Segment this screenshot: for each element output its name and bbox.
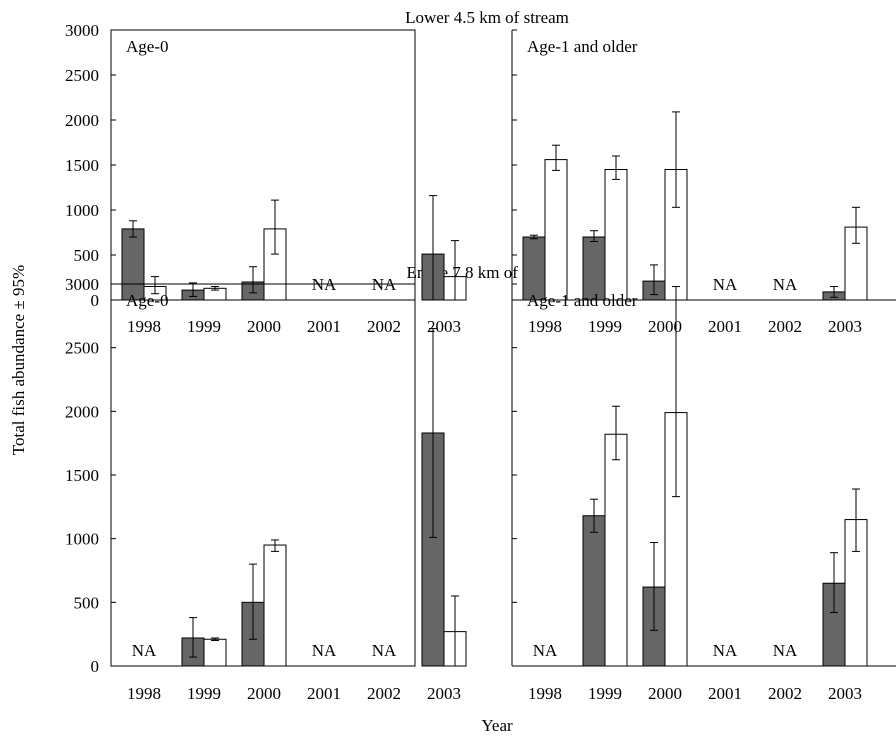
na-label: NA [773,641,798,660]
y-tick-label: 2500 [65,66,99,85]
bar-dark-series [582,515,606,667]
y-tick-label: 0 [91,657,100,676]
x-tick-label: 1999 [588,684,622,703]
x-tick-label: 2000 [247,317,281,336]
na-label: NA [713,641,738,660]
y-tick-label: 1500 [65,156,99,175]
panel-1: 0 500 1000 1500 2000 2500 3000 Age-0 1998 1999 200… [65,21,467,336]
x-tick-label: 2003 [828,317,862,336]
x-tick-label: 1999 [187,317,221,336]
panel-label: Age-1 and older [527,37,638,56]
bar-light-series [604,169,628,301]
na-label: NA [312,641,337,660]
y-tick-label: 2000 [65,402,99,421]
na-label: NA [713,275,738,294]
x-tick-label: 2003 [427,317,461,336]
panel-4: Age-1 and older 1998 NA 1999 2000 2001 NA 2002 N… [511,283,896,703]
x-tick-label: 2001 [307,317,341,336]
y-tick-label: 1000 [65,530,99,549]
y-tick-label: 3000 [65,21,99,40]
x-tick-label: 2000 [648,684,682,703]
plot-frame [110,29,416,301]
na-label: NA [773,275,798,294]
y-tick-label: 2500 [65,339,99,358]
x-axis-label: Year [481,716,513,735]
x-tick-label: 2002 [768,317,802,336]
bar-light-series [263,544,287,667]
x-tick-label: 2002 [367,317,401,336]
y-tick-label: 2000 [65,111,99,130]
y-tick-label: 1000 [65,201,99,220]
x-tick-label: 2001 [708,317,742,336]
x-tick-label: 2002 [768,684,802,703]
x-tick-label: 1998 [127,317,161,336]
x-tick-label: 1998 [528,684,562,703]
x-tick-label: 2000 [247,684,281,703]
y-tick-label: 500 [74,593,100,612]
x-tick-label: 2001 [708,684,742,703]
bar-dark-series [121,228,145,301]
x-tick-label: 1998 [127,684,161,703]
x-tick-label: 1999 [588,317,622,336]
panel-label: Age-0 [126,291,168,310]
panel-label: Age-1 and older [527,291,638,310]
panel-label: Age-0 [126,37,168,56]
x-tick-label: 1999 [187,684,221,703]
x-tick-label: 2002 [367,684,401,703]
y-axis-label: Total fish abundance ± 95% [9,265,28,455]
x-tick-label: 2001 [307,684,341,703]
section-title-top: Lower 4.5 km of stream [405,8,569,27]
bar-light-series [544,159,568,301]
y-tick-label: 3000 [65,275,99,294]
panel-3: 0 500 1000 1500 2000 2500 3000 Age-0 1998 NA 1999 2… [65,275,467,703]
y-tick-label: 500 [74,246,100,265]
y-tick-label: 0 [91,291,100,310]
na-label: NA [372,641,397,660]
bar-light-series [203,638,227,667]
x-tick-label: 2003 [427,684,461,703]
na-label: NA [132,641,157,660]
na-label: NA [533,641,558,660]
bar-light-series [604,433,628,667]
x-tick-label: 1998 [528,317,562,336]
x-tick-label: 2003 [828,684,862,703]
x-tick-label: 2000 [648,317,682,336]
y-tick-label: 1500 [65,466,99,485]
